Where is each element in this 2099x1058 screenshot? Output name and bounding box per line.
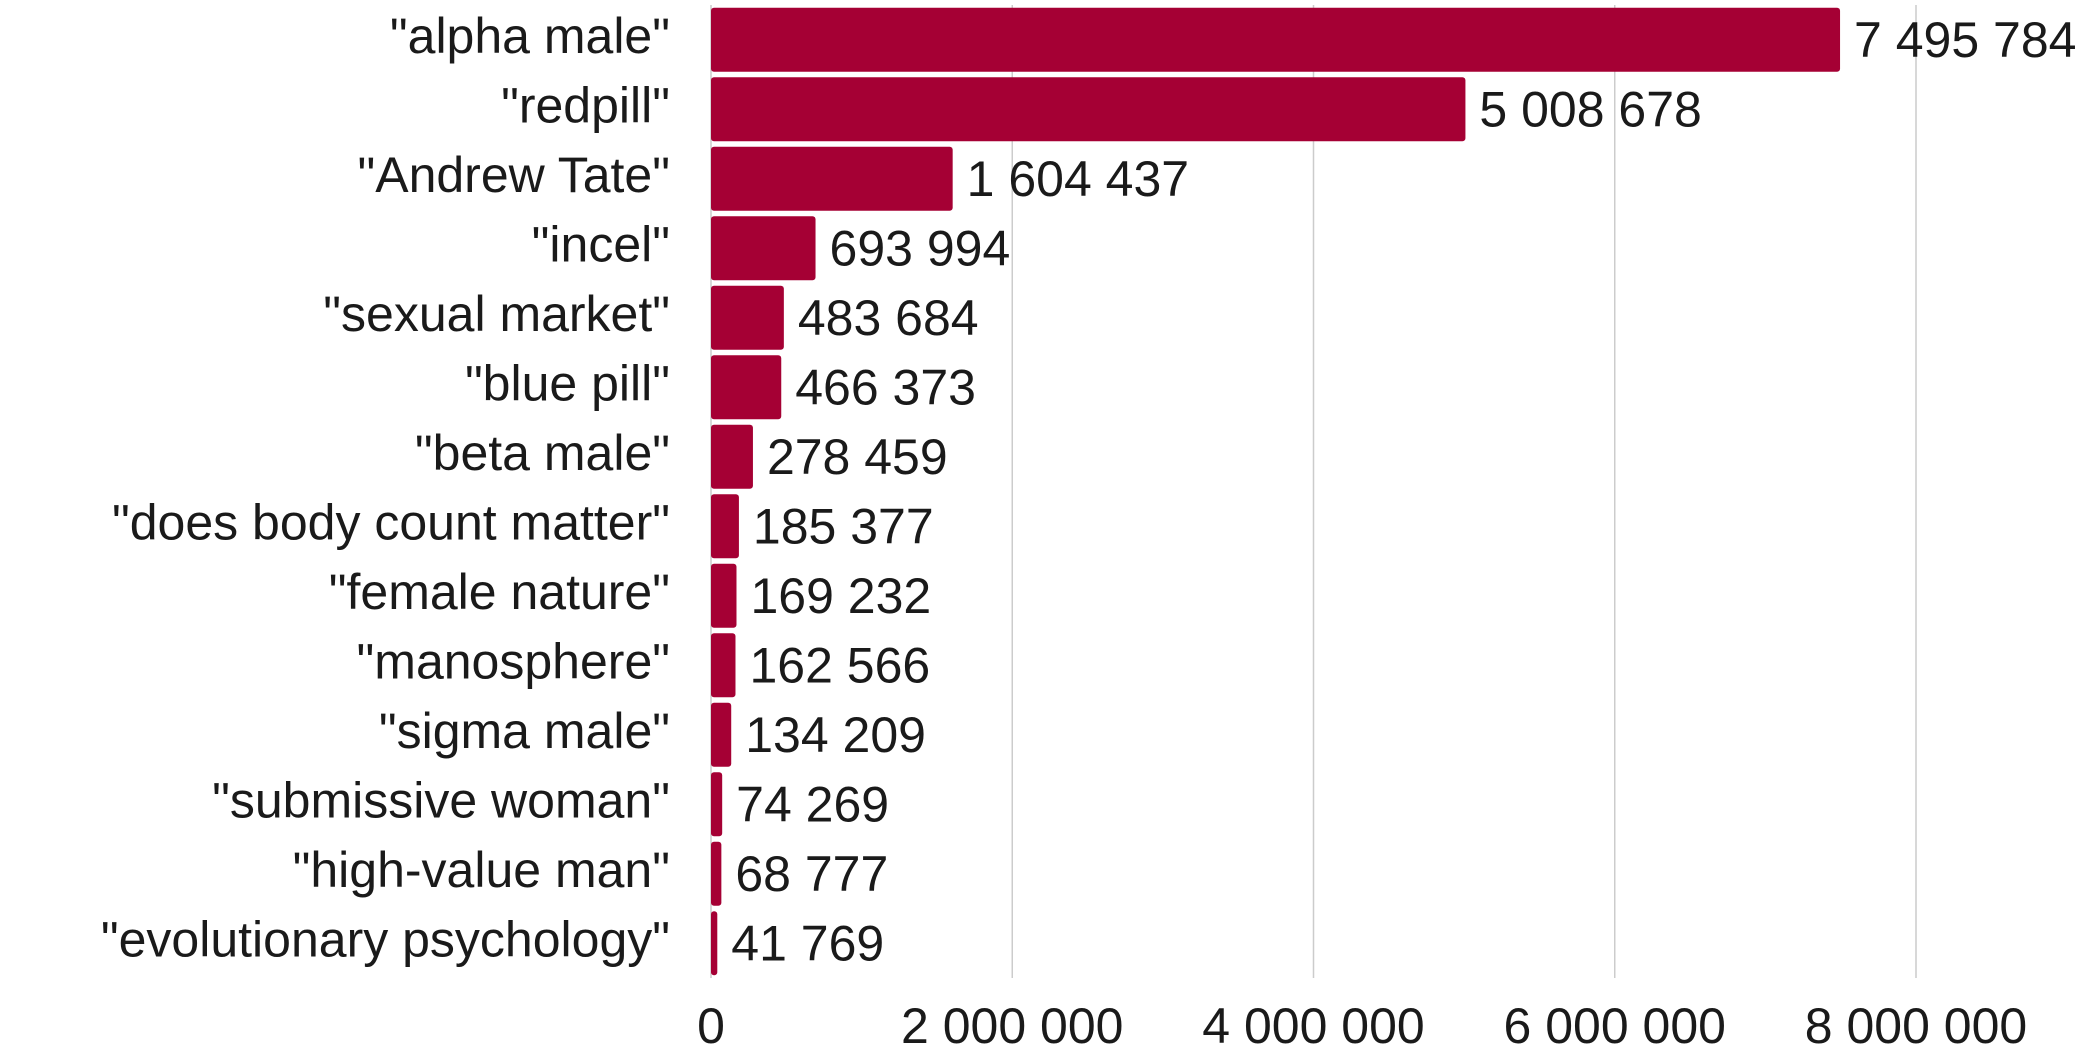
x-tick-label: 8 000 000 bbox=[1805, 998, 2027, 1053]
y-tick-label: "beta male" bbox=[415, 425, 670, 481]
bar bbox=[711, 77, 1466, 142]
value-label: 169 232 bbox=[750, 568, 931, 624]
value-label: 68 777 bbox=[735, 846, 888, 902]
value-label: 162 566 bbox=[749, 637, 930, 693]
bar bbox=[711, 772, 723, 837]
value-label: 41 769 bbox=[731, 915, 884, 971]
value-label: 74 269 bbox=[736, 776, 889, 832]
x-tick-label: 0 bbox=[697, 998, 725, 1053]
bar bbox=[711, 146, 953, 211]
value-label: 134 209 bbox=[745, 707, 926, 763]
y-tick-label: "blue pill" bbox=[465, 355, 670, 411]
bar bbox=[711, 355, 782, 420]
y-tick-label: "incel" bbox=[532, 216, 670, 272]
value-label: 1 604 437 bbox=[967, 151, 1189, 207]
bar bbox=[711, 841, 722, 906]
bar bbox=[711, 424, 753, 489]
x-tick-label: 4 000 000 bbox=[1202, 998, 1424, 1053]
y-tick-label: "female nature" bbox=[329, 564, 670, 620]
y-tick-label: "Andrew Tate" bbox=[357, 147, 670, 203]
x-tick-label: 6 000 000 bbox=[1504, 998, 1726, 1053]
y-tick-label: "high-value man" bbox=[293, 842, 670, 898]
value-label: 466 373 bbox=[795, 359, 976, 415]
value-label: 5 008 678 bbox=[1479, 81, 1701, 137]
bar bbox=[711, 911, 718, 976]
bar bbox=[711, 285, 784, 350]
bar bbox=[711, 216, 816, 281]
y-tick-label: "evolutionary psychology" bbox=[101, 911, 670, 967]
bar bbox=[711, 563, 737, 628]
x-tick-label: 2 000 000 bbox=[901, 998, 1123, 1053]
value-label: 7 495 784 bbox=[1854, 12, 2076, 68]
bar bbox=[711, 702, 732, 767]
y-tick-label: "does body count matter" bbox=[112, 494, 670, 550]
value-label: 185 377 bbox=[753, 498, 934, 554]
y-tick-label: "manosphere" bbox=[357, 633, 670, 689]
y-tick-label: "sigma male" bbox=[379, 703, 670, 759]
value-label: 483 684 bbox=[798, 290, 979, 346]
bar bbox=[711, 633, 736, 698]
y-tick-label: "alpha male" bbox=[390, 8, 670, 64]
bar bbox=[711, 494, 739, 559]
value-label: 278 459 bbox=[767, 429, 948, 485]
y-tick-label: "sexual market" bbox=[323, 286, 670, 342]
y-tick-label: "submissive woman" bbox=[212, 772, 670, 828]
bar bbox=[711, 7, 1841, 72]
value-label: 693 994 bbox=[830, 220, 1011, 276]
y-tick-label: "redpill" bbox=[501, 77, 670, 133]
